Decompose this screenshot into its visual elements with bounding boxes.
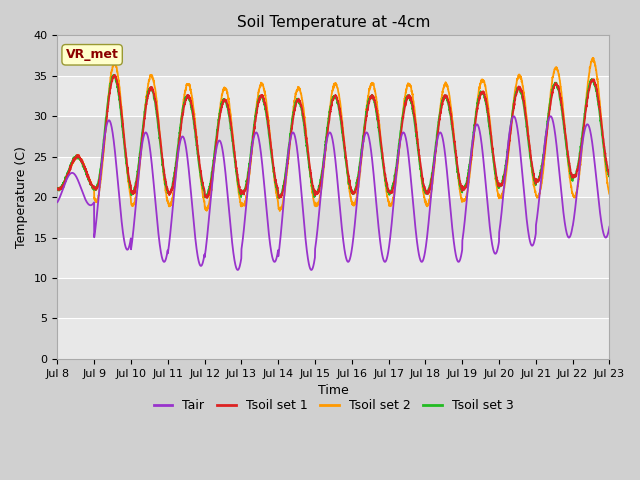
Title: Soil Temperature at -4cm: Soil Temperature at -4cm: [237, 15, 430, 30]
Bar: [58, 116, 609, 156]
Y-axis label: Temperature (C): Temperature (C): [15, 146, 28, 248]
Legend: Tair, Tsoil set 1, Tsoil set 2, Tsoil set 3: Tair, Tsoil set 1, Tsoil set 2, Tsoil se…: [148, 395, 518, 418]
Bar: [58, 238, 609, 278]
Bar: [58, 278, 609, 319]
X-axis label: Time: Time: [318, 384, 349, 397]
Bar: [58, 36, 609, 76]
Text: VR_met: VR_met: [66, 48, 118, 61]
Bar: [58, 319, 609, 359]
Bar: [58, 197, 609, 238]
Bar: [58, 76, 609, 116]
Bar: [58, 156, 609, 197]
